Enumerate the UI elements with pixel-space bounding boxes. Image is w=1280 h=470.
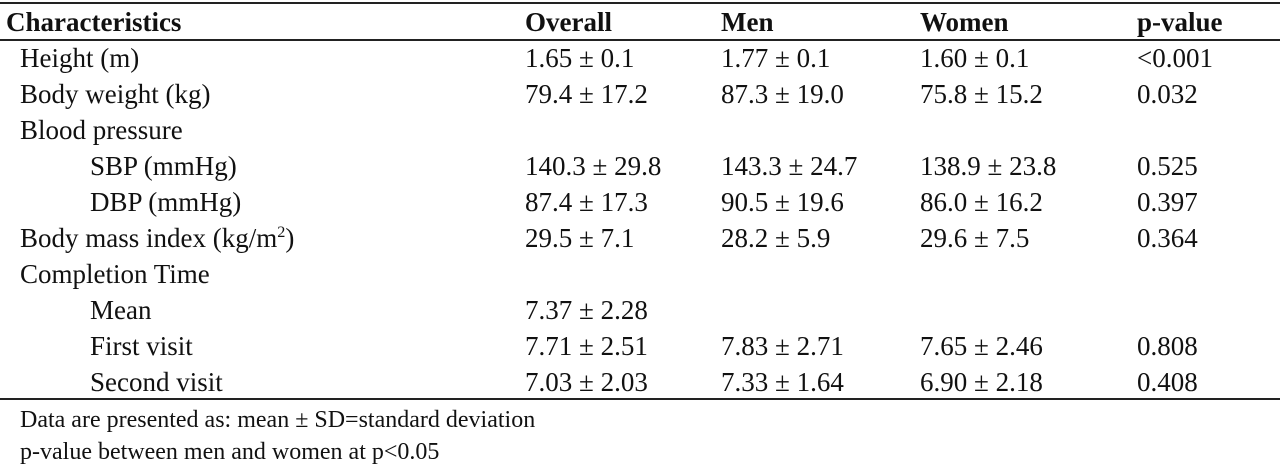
- cell-women: [920, 256, 1137, 292]
- cell-women: [920, 112, 1137, 148]
- row-label: Completion Time: [20, 258, 210, 289]
- header-p-value: p-value: [1137, 6, 1223, 37]
- header-characteristics: Characteristics: [6, 6, 182, 37]
- cell-overall: 1.65 ± 0.1: [525, 42, 635, 73]
- cell-women: 6.90 ± 2.18: [920, 366, 1043, 397]
- cell-p-value: 0.808: [1137, 330, 1198, 361]
- row-label: Height (m): [20, 42, 140, 73]
- row-label: Blood pressure: [20, 114, 183, 145]
- cell-men: 143.3 ± 24.7: [721, 150, 858, 181]
- row-label-tail: ): [285, 222, 295, 253]
- cell-women: [920, 292, 1137, 328]
- cell-men: [721, 292, 920, 328]
- header-bottom-rule: [0, 39, 1280, 41]
- cell-overall: [525, 256, 721, 292]
- header-row: Characteristics Overall Men Women p-valu…: [0, 4, 1280, 40]
- cell-p-value: [1137, 112, 1280, 148]
- table-row: DBP (mmHg) 87.4 ± 17.3 90.5 ± 19.6 86.0 …: [0, 184, 1280, 220]
- cell-overall: 87.4 ± 17.3: [525, 186, 648, 217]
- cell-p-value: 0.408: [1137, 366, 1198, 397]
- cell-p-value: <0.001: [1137, 42, 1213, 73]
- cell-men: 1.77 ± 0.1: [721, 42, 831, 73]
- cell-overall: [525, 112, 721, 148]
- table-top-rule: [0, 2, 1280, 4]
- superscript-two: 2: [277, 222, 286, 241]
- table-row: Height (m) 1.65 ± 0.1 1.77 ± 0.1 1.60 ± …: [0, 40, 1280, 76]
- cell-overall: 7.71 ± 2.51: [525, 330, 648, 361]
- table-row-group-heading: Completion Time: [0, 256, 1280, 292]
- row-label: Body weight (kg): [20, 78, 211, 109]
- table-bottom-rule: [0, 398, 1280, 400]
- cell-overall: 79.4 ± 17.2: [525, 78, 648, 109]
- cell-overall: 7.37 ± 2.28: [525, 294, 648, 325]
- table-body: Height (m) 1.65 ± 0.1 1.77 ± 0.1 1.60 ± …: [0, 40, 1280, 400]
- cell-women: 7.65 ± 2.46: [920, 330, 1043, 361]
- table-row: First visit 7.71 ± 2.51 7.83 ± 2.71 7.65…: [0, 328, 1280, 364]
- table-row: SBP (mmHg) 140.3 ± 29.8 143.3 ± 24.7 138…: [0, 148, 1280, 184]
- cell-men: [721, 256, 920, 292]
- cell-p-value: 0.525: [1137, 150, 1198, 181]
- footnote-data-presentation: Data are presented as: mean ± SD=standar…: [20, 407, 536, 433]
- row-label: DBP (mmHg): [90, 186, 242, 217]
- header-women: Women: [920, 6, 1009, 37]
- cell-men: 7.33 ± 1.64: [721, 366, 844, 397]
- row-label: Mean: [90, 294, 152, 325]
- cell-p-value: 0.397: [1137, 186, 1198, 217]
- cell-men: 7.83 ± 2.71: [721, 330, 844, 361]
- header-men: Men: [721, 6, 774, 37]
- cell-women: 1.60 ± 0.1: [920, 42, 1030, 73]
- cell-p-value: [1137, 292, 1280, 328]
- cell-men: 87.3 ± 19.0: [721, 78, 844, 109]
- cell-men: 28.2 ± 5.9: [721, 222, 831, 253]
- cell-men: [721, 112, 920, 148]
- row-label-text: Body mass index (kg/m: [20, 222, 278, 253]
- footnote-p-value: p-value between men and women at p<0.05: [20, 439, 440, 465]
- row-label: Second visit: [90, 366, 223, 397]
- row-label-bmi: Body mass index (kg/m2): [0, 220, 525, 256]
- table-row-group-heading: Blood pressure: [0, 112, 1280, 148]
- cell-overall: 29.5 ± 7.1: [525, 222, 635, 253]
- cell-women: 138.9 ± 23.8: [920, 150, 1057, 181]
- cell-p-value: 0.364: [1137, 222, 1198, 253]
- table-header: Characteristics Overall Men Women p-valu…: [0, 4, 1280, 40]
- cell-women: 29.6 ± 7.5: [920, 222, 1030, 253]
- cell-overall: 140.3 ± 29.8: [525, 150, 662, 181]
- cell-p-value: 0.032: [1137, 78, 1198, 109]
- characteristics-table: Characteristics Overall Men Women p-valu…: [0, 4, 1280, 400]
- cell-women: 86.0 ± 16.2: [920, 186, 1043, 217]
- row-label: SBP (mmHg): [90, 150, 237, 181]
- table-row: Body mass index (kg/m2) 29.5 ± 7.1 28.2 …: [0, 220, 1280, 256]
- row-label: First visit: [90, 330, 193, 361]
- table-row: Body weight (kg) 79.4 ± 17.2 87.3 ± 19.0…: [0, 76, 1280, 112]
- cell-p-value: [1137, 256, 1280, 292]
- table-footnotes: Data are presented as: mean ± SD=standar…: [20, 404, 1260, 468]
- cell-overall: 7.03 ± 2.03: [525, 366, 648, 397]
- cell-women: 75.8 ± 15.2: [920, 78, 1043, 109]
- table-row: Mean 7.37 ± 2.28: [0, 292, 1280, 328]
- header-overall: Overall: [525, 6, 612, 37]
- cell-men: 90.5 ± 19.6: [721, 186, 844, 217]
- table-row: Second visit 7.03 ± 2.03 7.33 ± 1.64 6.9…: [0, 364, 1280, 400]
